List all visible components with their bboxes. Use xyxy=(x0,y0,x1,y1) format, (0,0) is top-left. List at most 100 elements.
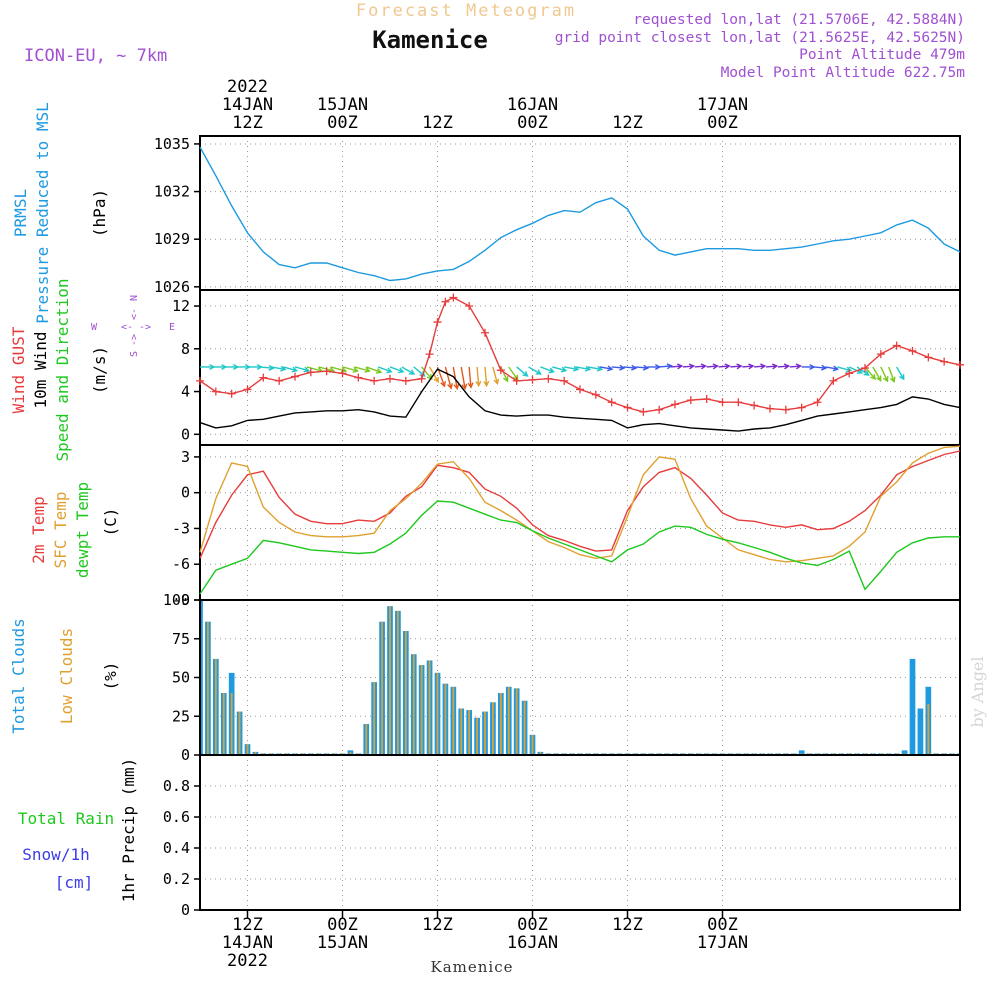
ytick-label: -3 xyxy=(172,519,190,537)
wind-arrow xyxy=(342,366,358,372)
temp-2m-label: 2m Temp xyxy=(29,496,48,563)
gust-marker xyxy=(607,398,616,407)
compass-south-arrow: -> xyxy=(129,334,140,346)
gust-marker xyxy=(211,387,220,396)
requested-coords: requested lon,lat (21.5706E, 42.5884N) xyxy=(633,12,965,28)
gust-marker xyxy=(449,293,458,302)
wind-compass: N <- S -> W <- -> E xyxy=(91,295,175,357)
wind-arrow xyxy=(294,366,309,372)
pressure-label-2: Pressure Reduced to MSL xyxy=(33,102,52,324)
panel-frame xyxy=(199,135,961,291)
gust-marker xyxy=(845,369,854,378)
top-time-label: 00Z xyxy=(707,113,738,133)
wind-arrow-head xyxy=(631,364,638,371)
wind-arrow-head xyxy=(748,363,755,370)
gust-marker xyxy=(291,372,299,381)
series-line xyxy=(199,500,960,595)
wind-arrow-head xyxy=(607,365,614,372)
wind-arrow xyxy=(271,366,286,371)
wind-arrow xyxy=(528,366,542,375)
wind-arrow-head xyxy=(461,383,468,391)
low-cloud-bar xyxy=(349,751,352,755)
total-cloud-bar xyxy=(909,658,916,755)
gust-marker xyxy=(386,374,394,383)
wind-arrow xyxy=(611,366,625,369)
low-cloud-bar xyxy=(444,683,447,755)
gust-marker xyxy=(243,385,252,394)
low-cloud-bar xyxy=(507,686,510,755)
ytick-label: 1029 xyxy=(154,230,190,248)
wind-arrow xyxy=(670,365,682,368)
wind-arrow xyxy=(484,366,488,386)
gust-marker xyxy=(813,398,822,407)
ytick-label: 1032 xyxy=(154,183,190,201)
wind-dir-label: Speed and Direction xyxy=(53,278,72,461)
precip-unit: 1hr Precip (mm) xyxy=(119,758,138,903)
wind-arrow-head xyxy=(783,363,791,370)
wind-arrow-head xyxy=(712,363,719,370)
gust-marker xyxy=(750,401,759,410)
wind-arrow-head xyxy=(642,364,650,371)
low-cloud-bar xyxy=(238,711,241,755)
watermark: by Angel xyxy=(968,656,987,727)
wind-arrow-head xyxy=(483,380,490,388)
wind-arrow xyxy=(389,366,404,373)
pressure-label-1: PRMSL xyxy=(11,189,30,237)
gust-marker xyxy=(306,368,315,377)
compass-west: W xyxy=(91,322,98,333)
location-title: Kamenice xyxy=(372,26,488,54)
ytick-label: 0 xyxy=(181,746,190,764)
wind-arrow-head xyxy=(291,366,299,373)
wind-arrow xyxy=(864,366,876,380)
low-cloud-bar xyxy=(492,702,494,755)
ytick-label: 25 xyxy=(172,707,190,725)
temp-sfc-label: SFC Temp xyxy=(51,491,70,568)
gust-marker xyxy=(401,376,410,385)
gust-marker xyxy=(433,318,442,327)
wind-panel: 0 4 8 12 xyxy=(172,289,964,446)
wind-arrow xyxy=(777,365,789,368)
low-cloud-bar xyxy=(452,686,455,755)
wind-arrow-head xyxy=(375,368,383,374)
low-cloud-bar xyxy=(499,693,502,755)
low-cloud-bar xyxy=(254,751,257,755)
ytick-label: 0.2 xyxy=(163,870,190,888)
compass-north: N xyxy=(129,295,140,301)
ytick-label: 0.8 xyxy=(163,777,190,795)
bottom-time-label: 15JAN xyxy=(317,933,368,953)
wind-arrow-head xyxy=(535,369,542,375)
wind-arrow xyxy=(765,365,777,368)
point-altitude: Point Altitude 479m xyxy=(799,47,965,63)
ytick-label: 50 xyxy=(172,669,190,687)
wind-arrow-head xyxy=(795,363,803,370)
wind-arrow xyxy=(730,365,742,368)
wind-arrow-head xyxy=(280,365,287,372)
gust-marker xyxy=(528,375,537,384)
ytick-label: 75 xyxy=(172,630,190,648)
wind-arrow xyxy=(848,366,863,374)
wind-arrow xyxy=(540,366,554,373)
series-line xyxy=(199,368,961,432)
wind-arrow xyxy=(564,366,579,371)
wind-arrow-head xyxy=(876,375,882,382)
gust-marker xyxy=(671,400,679,409)
gust-marker xyxy=(338,369,347,378)
low-cloud-bar xyxy=(365,724,368,755)
pressure-panel: 1026 1029 1032 1035 xyxy=(154,135,961,296)
snow-unit-label: [cm] xyxy=(55,873,94,892)
ytick-label: 0 xyxy=(181,425,190,443)
wind-arrow xyxy=(880,366,889,382)
gust-marker xyxy=(686,396,695,405)
low-cloud-bar xyxy=(207,621,209,755)
wind-10m-label: 10m Wind xyxy=(31,331,50,408)
bottom-time-label: 00Z xyxy=(327,915,358,935)
wind-arrow xyxy=(888,366,895,382)
model-label: ICON-EU, ~ 7km xyxy=(24,46,167,66)
gust-marker xyxy=(797,403,806,412)
wind-arrow xyxy=(401,366,415,375)
gust-marker xyxy=(354,373,363,382)
wind-arrow-head xyxy=(870,373,876,381)
total-rain-label: Total Rain xyxy=(18,809,114,828)
pressure-unit: (hPa) xyxy=(90,189,109,237)
temperature-panel: -9 -6 -3 0 3 xyxy=(172,444,961,609)
